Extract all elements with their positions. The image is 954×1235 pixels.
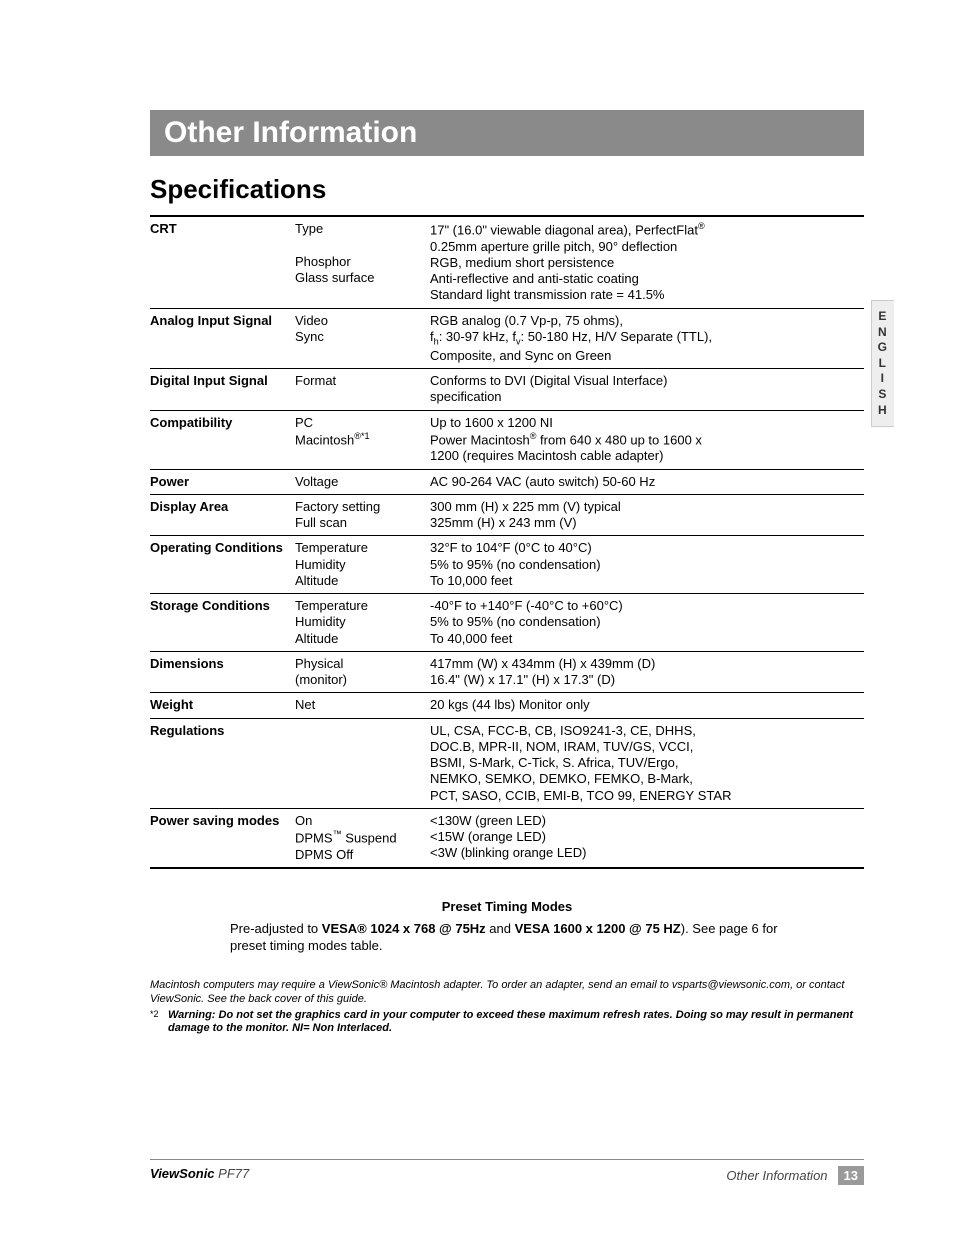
table-row: CRTType PhosphorGlass surface 17" (16.0"… bbox=[150, 217, 864, 309]
spec-values: -40°F to +140°F (-40°C to +60°C)5% to 95… bbox=[430, 598, 864, 647]
spec-values: Conforms to DVI (Digital Visual Interfac… bbox=[430, 373, 864, 406]
table-row: Digital Input SignalFormat Conforms to D… bbox=[150, 369, 864, 411]
spec-category: Digital Input Signal bbox=[150, 373, 295, 406]
table-row: Storage ConditionsTemperatureHumidityAlt… bbox=[150, 594, 864, 652]
spec-values: Up to 1600 x 1200 NIPower Macintosh® fro… bbox=[430, 415, 864, 465]
spec-labels: TemperatureHumidityAltitude bbox=[295, 598, 430, 647]
table-row: PowerVoltageAC 90-264 VAC (auto switch) … bbox=[150, 470, 864, 495]
spec-labels: Physical(monitor) bbox=[295, 656, 430, 689]
spec-category: Analog Input Signal bbox=[150, 313, 295, 364]
specifications-table: CRTType PhosphorGlass surface 17" (16.0"… bbox=[150, 215, 864, 869]
chapter-title-bar: Other Information bbox=[150, 110, 864, 156]
table-row: DimensionsPhysical(monitor)417mm (W) x 4… bbox=[150, 652, 864, 694]
footer-page-number: 13 bbox=[838, 1166, 864, 1185]
footnotes: Macintosh computers may require a ViewSo… bbox=[150, 979, 864, 1036]
table-row: CompatibilityPCMacintosh®*1 Up to 1600 x… bbox=[150, 411, 864, 470]
section-subtitle: Specifications bbox=[150, 174, 864, 205]
spec-values: 20 kgs (44 lbs) Monitor only bbox=[430, 697, 864, 713]
spec-labels: Format bbox=[295, 373, 430, 406]
table-row: Operating ConditionsTemperatureHumidityA… bbox=[150, 536, 864, 594]
preset-bold-2: VESA 1600 x 1200 @ 75 HZ bbox=[515, 921, 681, 936]
spec-category: CRT bbox=[150, 221, 295, 304]
spec-values: 417mm (W) x 434mm (H) x 439mm (D)16.4" (… bbox=[430, 656, 864, 689]
preset-timing-body: Pre-adjusted to VESA® 1024 x 768 @ 75Hz … bbox=[150, 920, 864, 955]
spec-values: <130W (green LED)<15W (orange LED)<3W (b… bbox=[430, 813, 864, 863]
table-row: Regulations UL, CSA, FCC-B, CB, ISO9241-… bbox=[150, 719, 864, 809]
spec-values: RGB analog (0.7 Vp-p, 75 ohms),fh: 30-97… bbox=[430, 313, 864, 364]
spec-labels: OnDPMS™ SuspendDPMS Off bbox=[295, 813, 430, 863]
table-row: Analog Input SignalVideoSync RGB analog … bbox=[150, 309, 864, 369]
footer-brand: ViewSonic PF77 bbox=[150, 1166, 249, 1185]
preset-timing-heading: Preset Timing Modes bbox=[150, 899, 864, 914]
footnote-2-marker: *2 bbox=[150, 1009, 168, 1037]
spec-values: 32°F to 104°F (0°C to 40°C)5% to 95% (no… bbox=[430, 540, 864, 589]
spec-category: Dimensions bbox=[150, 656, 295, 689]
document-page: Other Information Specifications CRTType… bbox=[0, 0, 954, 1235]
spec-category: Display Area bbox=[150, 499, 295, 532]
footnote-1: Macintosh computers may require a ViewSo… bbox=[150, 979, 864, 1007]
spec-labels: Voltage bbox=[295, 474, 430, 490]
language-tab: ENGLISH bbox=[871, 300, 894, 427]
footer-section-name: Other Information bbox=[726, 1168, 827, 1183]
spec-values: 17" (16.0" viewable diagonal area), Perf… bbox=[430, 221, 864, 304]
spec-labels bbox=[295, 723, 430, 804]
footer-brand-model: PF77 bbox=[215, 1166, 250, 1181]
spec-labels: Factory settingFull scan bbox=[295, 499, 430, 532]
spec-category: Regulations bbox=[150, 723, 295, 804]
footnote-2: Warning: Do not set the graphics card in… bbox=[168, 1009, 864, 1037]
spec-values: 300 mm (H) x 225 mm (V) typical325mm (H)… bbox=[430, 499, 864, 532]
spec-values: AC 90-264 VAC (auto switch) 50-60 Hz bbox=[430, 474, 864, 490]
table-row: WeightNet20 kgs (44 lbs) Monitor only bbox=[150, 693, 864, 718]
preset-mid: and bbox=[486, 921, 515, 936]
spec-labels: PCMacintosh®*1 bbox=[295, 415, 430, 465]
spec-labels: Type PhosphorGlass surface bbox=[295, 221, 430, 304]
spec-labels: TemperatureHumidityAltitude bbox=[295, 540, 430, 589]
page-footer: ViewSonic PF77 Other Information 13 bbox=[150, 1159, 864, 1185]
spec-category: Power saving modes bbox=[150, 813, 295, 863]
spec-category: Power bbox=[150, 474, 295, 490]
spec-category: Weight bbox=[150, 697, 295, 713]
preset-bold-1: VESA® 1024 x 768 @ 75Hz bbox=[322, 921, 486, 936]
spec-category: Compatibility bbox=[150, 415, 295, 465]
spec-values: UL, CSA, FCC-B, CB, ISO9241-3, CE, DHHS,… bbox=[430, 723, 864, 804]
preset-text: Pre-adjusted to bbox=[230, 921, 322, 936]
spec-labels: Net bbox=[295, 697, 430, 713]
spec-labels: VideoSync bbox=[295, 313, 430, 364]
footer-brand-bold: ViewSonic bbox=[150, 1166, 215, 1181]
spec-category: Storage Conditions bbox=[150, 598, 295, 647]
table-row: Power saving modesOnDPMS™ SuspendDPMS Of… bbox=[150, 809, 864, 867]
spec-category: Operating Conditions bbox=[150, 540, 295, 589]
table-row: Display AreaFactory settingFull scan300 … bbox=[150, 495, 864, 537]
